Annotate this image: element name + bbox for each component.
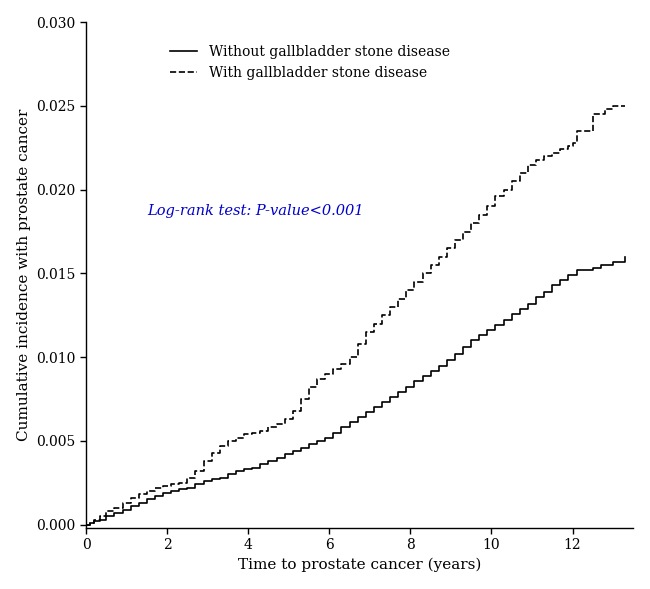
Line: Without gallbladder stone disease: Without gallbladder stone disease <box>86 257 625 525</box>
Without gallbladder stone disease <box>378 399 386 406</box>
With gallbladder stone disease <box>192 468 200 475</box>
With gallbladder stone disease <box>621 102 629 110</box>
X-axis label: Time to prostate cancer (years): Time to prostate cancer (years) <box>238 558 482 573</box>
With gallbladder stone disease <box>609 102 617 110</box>
Without gallbladder stone disease <box>82 521 90 528</box>
With gallbladder stone disease <box>200 458 207 465</box>
With gallbladder stone disease <box>297 395 305 402</box>
Without gallbladder stone disease <box>597 262 604 269</box>
Without gallbladder stone disease <box>200 478 207 485</box>
Y-axis label: Cumulative incidence with prostate cancer: Cumulative incidence with prostate cance… <box>17 109 31 441</box>
Without gallbladder stone disease <box>192 481 200 488</box>
Without gallbladder stone disease <box>556 277 564 284</box>
With gallbladder stone disease <box>82 521 90 528</box>
Legend: Without gallbladder stone disease, With gallbladder stone disease: Without gallbladder stone disease, With … <box>164 39 455 85</box>
With gallbladder stone disease <box>378 312 386 319</box>
With gallbladder stone disease <box>386 303 394 310</box>
Line: With gallbladder stone disease: With gallbladder stone disease <box>86 106 625 525</box>
Without gallbladder stone disease <box>386 394 394 401</box>
With gallbladder stone disease <box>556 146 564 153</box>
Text: Log-rank test: P-value<0.001: Log-rank test: P-value<0.001 <box>147 204 363 218</box>
Without gallbladder stone disease <box>621 253 629 260</box>
